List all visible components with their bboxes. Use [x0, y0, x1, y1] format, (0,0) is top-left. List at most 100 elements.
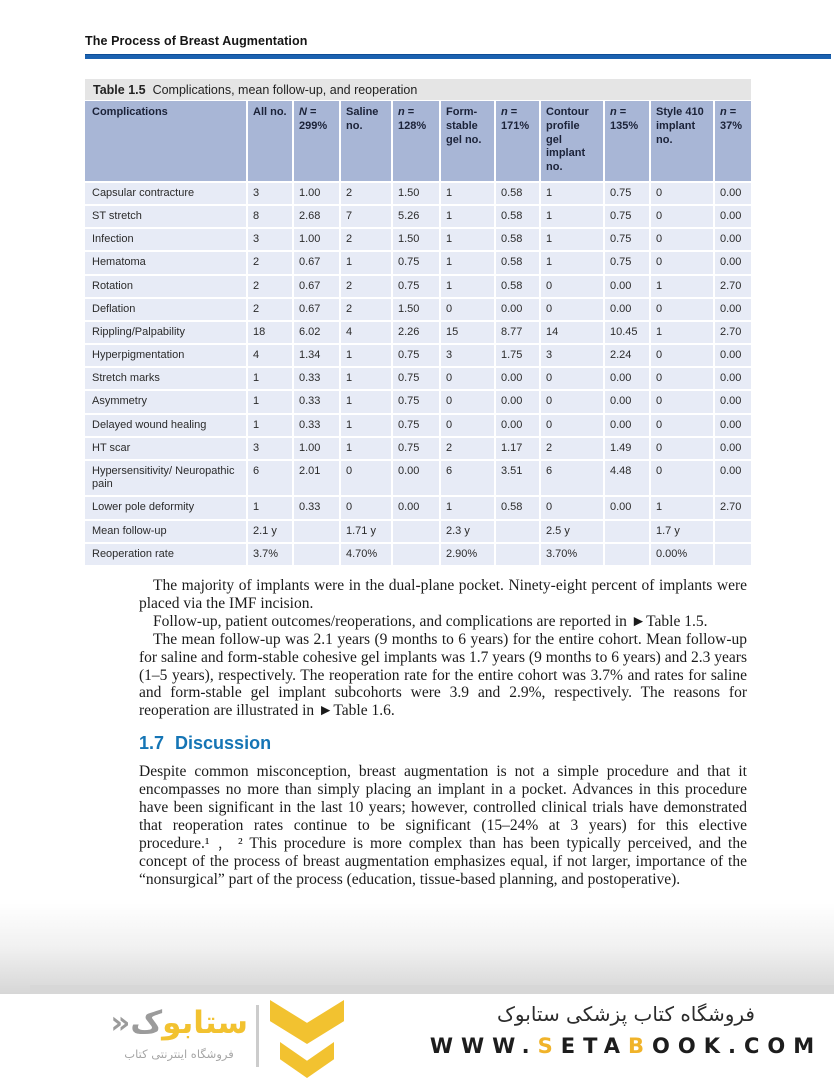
- value-cell: 0.58: [494, 273, 540, 298]
- value-cell: 1.17: [494, 435, 540, 460]
- value-cell: 0.33: [292, 389, 340, 414]
- value-cell: 1: [339, 343, 392, 368]
- table-row: Rotation 2 0.67 2 0.75 1 0.58 0 0.00 1 2.70: [85, 273, 751, 298]
- value-cell: 8: [246, 203, 293, 229]
- value-cell: 1: [539, 227, 604, 252]
- website-url[interactable]: WWW.SETABOOK.COM: [428, 1034, 824, 1058]
- value-cell: 0.00: [713, 180, 751, 205]
- value-cell: 0.33: [292, 495, 340, 520]
- url-text: OOK.COM: [652, 1034, 823, 1058]
- table-row: Delayed wound healing 1 0.33 1 0.75 0 0.00 0 0.0…: [85, 412, 751, 437]
- value-cell: 0: [539, 412, 604, 437]
- footer-right-block: فروشگاه کتاب پزشکی ستابوک WWW.SETABOOK.C…: [428, 1002, 824, 1058]
- table-row: Deflation 2 0.67 2 1.50 0 0.00 0 0.00 0 0.00: [85, 296, 751, 321]
- complication-label-cell: Hyperpigmentation: [85, 343, 247, 368]
- value-cell: 1: [649, 319, 714, 345]
- value-cell: 0.00: [713, 343, 751, 368]
- value-cell: 3: [439, 343, 495, 368]
- value-cell: 2: [339, 227, 392, 252]
- table-header-cell: N = 299%: [292, 101, 340, 182]
- value-cell: 0: [539, 389, 604, 414]
- value-cell: 0: [439, 366, 495, 391]
- value-cell: 2.68: [292, 203, 340, 229]
- value-cell: 0.00: [713, 458, 751, 497]
- complication-label-cell: Mean follow-up: [85, 518, 247, 543]
- table-header-cell: Form-stable gel no.: [439, 101, 495, 182]
- value-cell: [494, 518, 540, 543]
- value-cell: 1: [649, 495, 714, 520]
- value-cell: 1.50: [391, 180, 440, 205]
- value-cell: 2: [439, 435, 495, 460]
- value-cell: 6: [539, 458, 604, 497]
- table-header-cell: Saline no.: [339, 101, 392, 182]
- value-cell: 0: [439, 296, 495, 321]
- value-cell: 0.75: [391, 343, 440, 368]
- value-cell: 2.26: [391, 319, 440, 345]
- value-cell: 2.70: [713, 495, 751, 520]
- table-row: Asymmetry 1 0.33 1 0.75 0 0.00 0 0.00 0 0.00: [85, 389, 751, 414]
- value-cell: 0: [439, 412, 495, 437]
- value-cell: 10.45: [603, 319, 650, 345]
- value-cell: 2: [246, 273, 293, 298]
- table-row: Mean follow-up 2.1 y 1.71 y 2.3 y 2.5 y 1.7 y: [85, 518, 751, 543]
- complication-label-cell: Infection: [85, 227, 247, 252]
- running-head: The Process of Breast Augmentation: [85, 34, 308, 48]
- discussion-heading: 1.7 Discussion: [139, 733, 747, 754]
- value-cell: 1: [246, 389, 293, 414]
- value-cell: 1.00: [292, 227, 340, 252]
- url-gold-letter: B: [628, 1034, 653, 1058]
- table-header-cell: n = 171%: [494, 101, 540, 182]
- value-cell: [713, 541, 751, 565]
- value-cell: 1.50: [391, 227, 440, 252]
- complication-label-cell: Lower pole deformity: [85, 495, 247, 520]
- paragraph: The majority of implants were in the dua…: [139, 577, 747, 612]
- value-cell: 1.75: [494, 343, 540, 368]
- paragraph: Despite common misconception, breast aug…: [139, 763, 747, 888]
- value-cell: 0.00: [603, 366, 650, 391]
- value-cell: 0.00: [603, 273, 650, 298]
- value-cell: 0.75: [603, 227, 650, 252]
- value-cell: 0.00: [391, 458, 440, 497]
- heading-number: 1.7: [139, 733, 165, 754]
- value-cell: 1: [439, 495, 495, 520]
- value-cell: 1: [246, 412, 293, 437]
- value-cell: [391, 518, 440, 543]
- table-header-cell: All no.: [246, 101, 293, 182]
- complication-label-cell: Hypersensitivity/ Neuropathic pain: [85, 458, 247, 497]
- value-cell: 2.70: [713, 273, 751, 298]
- value-cell: 0: [649, 203, 714, 229]
- complication-label-cell: Delayed wound healing: [85, 412, 247, 437]
- table-header-cell: n = 37%: [713, 101, 751, 182]
- complication-label-cell: Rotation: [85, 273, 247, 298]
- value-cell: [292, 541, 340, 565]
- logo-divider: [256, 1005, 259, 1067]
- value-cell: 2.70: [713, 319, 751, 345]
- complication-label-cell: Reoperation rate: [85, 541, 247, 565]
- value-cell: 8.77: [494, 319, 540, 345]
- value-cell: 0: [339, 495, 392, 520]
- value-cell: 0.75: [391, 250, 440, 275]
- value-cell: 0: [439, 389, 495, 414]
- value-cell: 6: [439, 458, 495, 497]
- value-cell: 0: [539, 366, 604, 391]
- header-rule: [85, 54, 831, 59]
- value-cell: 0: [649, 250, 714, 275]
- value-cell: 0: [649, 296, 714, 321]
- url-gold-letter: S: [537, 1034, 561, 1058]
- value-cell: 1: [339, 412, 392, 437]
- value-cell: 3.70%: [539, 541, 604, 565]
- value-cell: 1.00: [292, 180, 340, 205]
- url-text: ETA: [560, 1034, 629, 1058]
- paragraph: Follow-up, patient outcomes/reoperations…: [153, 612, 708, 630]
- value-cell: 0.00: [494, 366, 540, 391]
- value-cell: 0.75: [391, 412, 440, 437]
- value-cell: 2.01: [292, 458, 340, 497]
- value-cell: 0: [649, 389, 714, 414]
- value-cell: 0.75: [603, 203, 650, 229]
- value-cell: 1: [439, 250, 495, 275]
- value-cell: 4: [339, 319, 392, 345]
- value-cell: 1.71 y: [339, 518, 392, 543]
- table-row: Hematoma 2 0.67 1 0.75 1 0.58 1 0.75 0 0.00: [85, 250, 751, 275]
- value-cell: 0: [649, 227, 714, 252]
- value-cell: 2: [339, 296, 392, 321]
